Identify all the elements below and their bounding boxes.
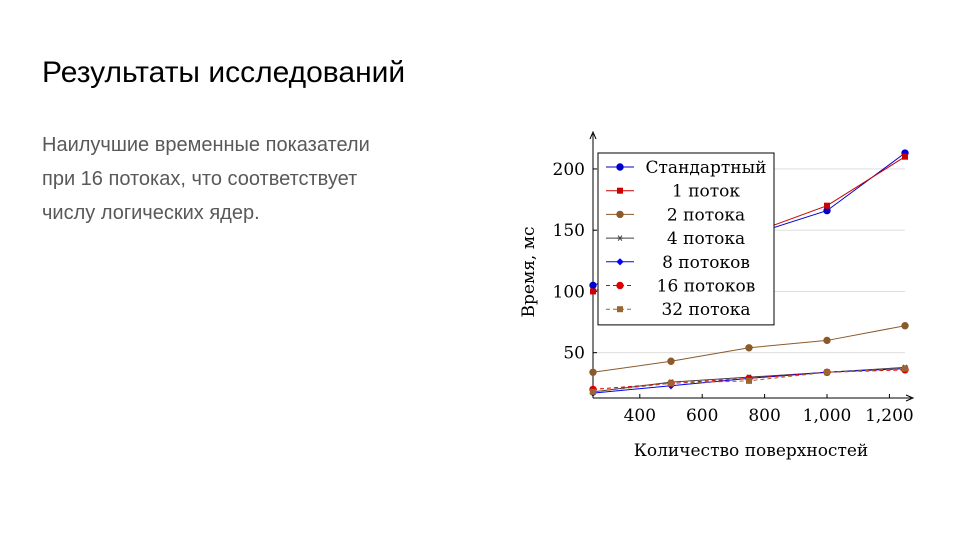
legend-item: 32 потока <box>606 300 751 320</box>
data-point <box>616 281 624 290</box>
data-point <box>589 281 597 290</box>
legend-item: 16 потоков <box>606 277 755 297</box>
legend-item: 4 потока <box>606 229 745 249</box>
line-chart: 400 600 800 1,000 1,200 50 100 150 200 Количество… <box>519 130 915 461</box>
legend-box <box>597 152 775 326</box>
data-point <box>824 369 830 376</box>
series-layer <box>589 149 909 397</box>
series-32 потока <box>590 365 908 395</box>
legend-item: 8 потоков <box>606 253 750 273</box>
y-tick-label: 50 <box>563 344 585 364</box>
chart-container: 400 600 800 1,000 1,200 50 100 150 200 Количество… <box>500 130 920 470</box>
legend: Стандартный 1 поток 2 потока 4 потока 8 пото… <box>597 152 775 326</box>
x-tick-label: 1,000 <box>803 406 852 426</box>
y-axis-arrow <box>589 130 597 140</box>
slide-body: Наилучшие временные показатели при 16 по… <box>42 128 462 230</box>
data-point <box>668 380 674 387</box>
legend-label: 8 потоков <box>662 253 750 273</box>
data-point <box>616 258 624 266</box>
x-tick-label: 1,200 <box>865 406 914 426</box>
data-point <box>745 344 753 352</box>
x-tick-label: 800 <box>748 406 780 426</box>
x-axis-arrow <box>905 394 915 402</box>
data-point <box>901 322 909 330</box>
x-tick-label: 600 <box>686 406 718 426</box>
x-tick-label: 400 <box>624 406 656 426</box>
data-point <box>617 187 623 194</box>
data-point <box>589 368 597 376</box>
data-point <box>902 365 908 372</box>
axis-layer: 400 600 800 1,000 1,200 50 100 150 200 Количество… <box>519 130 915 461</box>
legend-label: 4 потока <box>667 229 745 249</box>
data-point <box>590 288 596 295</box>
legend-label: 1 поток <box>672 182 740 202</box>
y-tick-label: 200 <box>553 160 585 180</box>
data-point <box>617 306 623 313</box>
data-point <box>824 202 830 209</box>
data-point <box>746 377 752 384</box>
data-point <box>667 357 675 365</box>
data-point <box>902 153 908 160</box>
legend-label: 16 потоков <box>657 277 756 297</box>
star-stroke <box>617 235 623 241</box>
legend-item: Стандартный <box>606 158 766 178</box>
body-line: числу логических ядер. <box>42 202 260 224</box>
y-axis-label: Время, мс <box>519 227 539 318</box>
data-point <box>590 388 596 395</box>
legend-item: 1 поток <box>606 182 740 202</box>
data-point <box>616 163 624 171</box>
data-point <box>823 336 831 345</box>
body-line: при 16 потоках, что соответствует <box>42 168 358 190</box>
data-point <box>616 210 624 219</box>
y-tick-label: 100 <box>553 282 585 302</box>
body-line: Наилучшие временные показатели <box>42 134 370 156</box>
series-2 потока <box>589 322 909 376</box>
slide-title: Результаты исследований <box>42 56 406 89</box>
data-point <box>616 235 624 241</box>
legend-item: 2 потока <box>606 205 745 225</box>
legend-label: 2 потока <box>667 205 745 225</box>
y-tick-label: 150 <box>553 221 585 241</box>
legend-label: 32 потока <box>661 300 750 320</box>
x-axis-label: Количество поверхностей <box>634 441 869 461</box>
legend-label: Стандартный <box>646 158 767 178</box>
